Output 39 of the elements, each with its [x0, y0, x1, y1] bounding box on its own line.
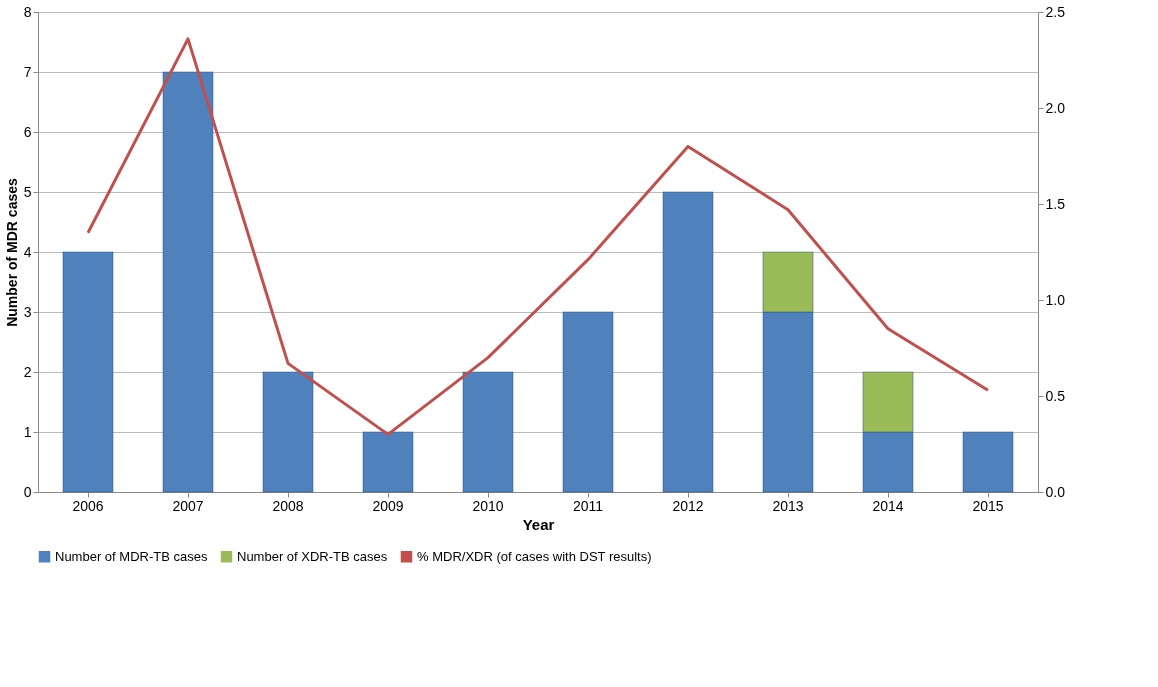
y-tick-label: 0 — [23, 483, 32, 500]
x-tick-label: 2011 — [572, 497, 604, 514]
x-tick-label: 2007 — [172, 497, 204, 514]
x-tick-label: 2006 — [72, 497, 104, 514]
y-axis-title: Number of MDR cases — [3, 177, 20, 327]
legend-label: Number of MDR-TB cases — [55, 548, 208, 564]
bar — [362, 431, 414, 493]
bar — [162, 71, 214, 493]
x-tick-label: 2010 — [472, 497, 504, 514]
y-tick-label: 2 — [23, 363, 32, 380]
x-axis-title: Year — [522, 515, 555, 533]
y2-tick-label: 0.0 — [1045, 483, 1066, 500]
bar — [562, 311, 614, 493]
x-tick-label: 2012 — [672, 497, 704, 514]
bar — [62, 251, 114, 493]
y-tick-label: 8 — [23, 3, 32, 20]
bar — [662, 191, 714, 493]
legend-label: % MDR/XDR (of cases with DST results) — [417, 548, 652, 564]
y-tick-label: 6 — [23, 123, 32, 140]
y-tick-label: 7 — [23, 63, 32, 80]
y2-tick-label: 0.5 — [1045, 387, 1066, 404]
y2-tick-label: 2.5 — [1045, 3, 1066, 20]
x-tick-label: 2015 — [972, 497, 1004, 514]
y2-tick-label: 1.5 — [1045, 195, 1066, 212]
x-tick-label: 2013 — [772, 497, 804, 514]
y-tick-label: 4 — [23, 243, 32, 260]
y2-tick-label: 1.0 — [1045, 291, 1066, 308]
bar — [962, 431, 1014, 493]
x-tick-label: 2009 — [372, 497, 404, 514]
bar — [262, 371, 314, 493]
y-tick-label: 5 — [23, 183, 32, 200]
line-series — [86, 37, 990, 436]
bar — [462, 371, 514, 493]
legend-label: Number of XDR-TB cases — [237, 548, 388, 564]
x-tick-label: 2014 — [872, 497, 904, 514]
x-tick-label: 2008 — [272, 497, 304, 514]
y2-tick-label: 2.0 — [1045, 99, 1066, 116]
y-tick-label: 1 — [23, 423, 32, 440]
y-tick-label: 3 — [23, 303, 32, 320]
